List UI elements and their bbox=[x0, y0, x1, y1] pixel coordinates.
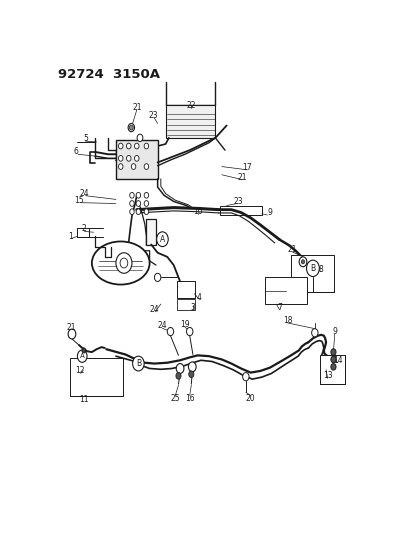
Text: 17: 17 bbox=[242, 163, 252, 172]
Text: 8: 8 bbox=[318, 265, 323, 273]
Circle shape bbox=[77, 350, 87, 362]
Circle shape bbox=[118, 143, 123, 149]
Bar bbox=[176, 281, 194, 298]
Circle shape bbox=[144, 143, 148, 149]
Bar bbox=[146, 219, 156, 245]
Text: A: A bbox=[80, 353, 84, 359]
Circle shape bbox=[188, 362, 196, 372]
Text: 22: 22 bbox=[186, 101, 196, 109]
Circle shape bbox=[144, 164, 148, 169]
Circle shape bbox=[311, 329, 317, 337]
Circle shape bbox=[188, 371, 193, 377]
Text: 23: 23 bbox=[233, 197, 242, 206]
Circle shape bbox=[129, 200, 134, 206]
Text: 6: 6 bbox=[73, 147, 78, 156]
Circle shape bbox=[129, 125, 133, 130]
Circle shape bbox=[144, 209, 148, 215]
Circle shape bbox=[167, 327, 173, 336]
Circle shape bbox=[118, 156, 123, 161]
Text: 24: 24 bbox=[79, 189, 88, 198]
Circle shape bbox=[126, 143, 131, 149]
Circle shape bbox=[144, 192, 148, 198]
Text: 20: 20 bbox=[245, 393, 255, 402]
Text: 4: 4 bbox=[197, 293, 201, 302]
Circle shape bbox=[299, 257, 306, 266]
Text: 24: 24 bbox=[157, 321, 167, 330]
Circle shape bbox=[136, 209, 140, 215]
Circle shape bbox=[132, 356, 144, 371]
Text: 24: 24 bbox=[149, 305, 159, 314]
Text: B: B bbox=[135, 359, 140, 368]
Circle shape bbox=[129, 209, 134, 215]
Circle shape bbox=[154, 273, 160, 281]
Circle shape bbox=[82, 348, 85, 353]
Text: 21: 21 bbox=[237, 173, 247, 182]
Text: 3: 3 bbox=[190, 303, 195, 312]
Bar bbox=[264, 277, 306, 304]
Text: 12: 12 bbox=[75, 367, 85, 375]
Text: 21: 21 bbox=[132, 102, 141, 111]
Text: 15: 15 bbox=[74, 196, 83, 205]
Circle shape bbox=[176, 364, 183, 374]
Circle shape bbox=[116, 253, 132, 273]
Bar bbox=[176, 298, 194, 310]
Text: 19: 19 bbox=[180, 320, 189, 329]
Circle shape bbox=[129, 192, 134, 198]
Bar bbox=[116, 140, 157, 179]
Text: 1: 1 bbox=[68, 232, 73, 241]
Circle shape bbox=[136, 200, 140, 206]
Bar bbox=[70, 358, 123, 395]
Text: 5: 5 bbox=[83, 134, 88, 143]
Circle shape bbox=[134, 156, 139, 161]
Bar bbox=[290, 255, 333, 292]
Text: 2: 2 bbox=[81, 224, 86, 233]
Bar bbox=[319, 356, 344, 384]
Text: 16: 16 bbox=[185, 393, 194, 402]
Circle shape bbox=[128, 124, 134, 132]
Circle shape bbox=[137, 134, 142, 142]
Text: 9: 9 bbox=[332, 327, 336, 336]
Text: 21: 21 bbox=[66, 323, 76, 332]
Circle shape bbox=[68, 329, 76, 339]
Circle shape bbox=[186, 327, 192, 336]
Circle shape bbox=[306, 260, 318, 277]
Text: 23: 23 bbox=[148, 111, 157, 120]
Circle shape bbox=[131, 164, 135, 169]
Text: B: B bbox=[310, 264, 315, 273]
Circle shape bbox=[118, 164, 123, 169]
Text: 18: 18 bbox=[282, 316, 292, 325]
Ellipse shape bbox=[92, 241, 149, 285]
Circle shape bbox=[120, 258, 128, 268]
Circle shape bbox=[330, 349, 335, 356]
Circle shape bbox=[136, 192, 140, 198]
Text: 11: 11 bbox=[79, 395, 88, 404]
Circle shape bbox=[144, 200, 148, 206]
Text: A: A bbox=[159, 235, 165, 244]
Text: 25: 25 bbox=[170, 393, 180, 402]
Circle shape bbox=[330, 364, 335, 370]
Circle shape bbox=[301, 260, 304, 264]
Text: 92724  3150A: 92724 3150A bbox=[58, 68, 160, 80]
Circle shape bbox=[156, 232, 168, 247]
Text: 10: 10 bbox=[192, 207, 202, 216]
Text: 9: 9 bbox=[267, 208, 272, 217]
Circle shape bbox=[330, 356, 335, 363]
Text: 21: 21 bbox=[287, 245, 297, 254]
Text: 13: 13 bbox=[322, 372, 332, 381]
Circle shape bbox=[134, 143, 139, 149]
Bar bbox=[165, 105, 215, 138]
Text: 14: 14 bbox=[332, 356, 342, 365]
Circle shape bbox=[176, 373, 180, 379]
Text: 7: 7 bbox=[276, 303, 281, 312]
Circle shape bbox=[126, 156, 131, 161]
Circle shape bbox=[242, 373, 249, 381]
Bar bbox=[220, 206, 261, 215]
